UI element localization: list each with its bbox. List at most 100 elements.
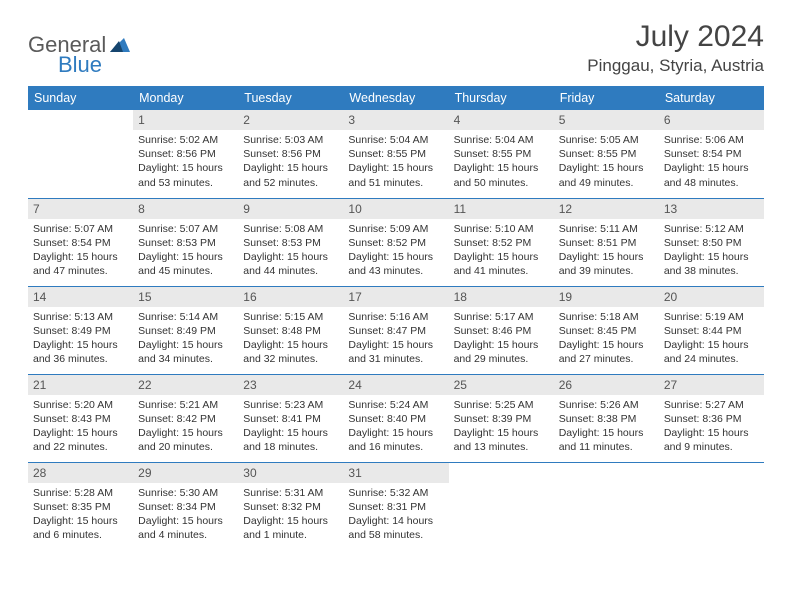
day-number: 21 <box>28 375 133 395</box>
day-data: Sunrise: 5:21 AMSunset: 8:42 PMDaylight:… <box>133 395 238 458</box>
sunrise-text: Sunrise: 5:07 AM <box>33 222 128 236</box>
sunset-text: Sunset: 8:31 PM <box>348 500 443 514</box>
daylight-text: Daylight: 15 hours and 45 minutes. <box>138 250 233 278</box>
daylight-text: Daylight: 15 hours and 48 minutes. <box>664 161 759 189</box>
day-number: 8 <box>133 199 238 219</box>
calendar-day-cell <box>659 462 764 550</box>
weekday-header: Tuesday <box>238 86 343 110</box>
sunset-text: Sunset: 8:54 PM <box>33 236 128 250</box>
header: General July 2024 Pinggau, Styria, Austr… <box>28 20 764 76</box>
day-data: Sunrise: 5:07 AMSunset: 8:53 PMDaylight:… <box>133 219 238 282</box>
day-data: Sunrise: 5:14 AMSunset: 8:49 PMDaylight:… <box>133 307 238 370</box>
daylight-text: Daylight: 15 hours and 34 minutes. <box>138 338 233 366</box>
day-number: 20 <box>659 287 764 307</box>
day-number: 15 <box>133 287 238 307</box>
day-data: Sunrise: 5:07 AMSunset: 8:54 PMDaylight:… <box>28 219 133 282</box>
sunset-text: Sunset: 8:49 PM <box>138 324 233 338</box>
day-number: 14 <box>28 287 133 307</box>
calendar-day-cell: 25Sunrise: 5:25 AMSunset: 8:39 PMDayligh… <box>449 374 554 462</box>
sunset-text: Sunset: 8:48 PM <box>243 324 338 338</box>
calendar-day-cell: 9Sunrise: 5:08 AMSunset: 8:53 PMDaylight… <box>238 198 343 286</box>
sunset-text: Sunset: 8:39 PM <box>454 412 549 426</box>
weekday-header-row: Sunday Monday Tuesday Wednesday Thursday… <box>28 86 764 110</box>
calendar-page: General July 2024 Pinggau, Styria, Austr… <box>0 0 792 570</box>
sunrise-text: Sunrise: 5:32 AM <box>348 486 443 500</box>
calendar-day-cell: 17Sunrise: 5:16 AMSunset: 8:47 PMDayligh… <box>343 286 448 374</box>
day-number: 24 <box>343 375 448 395</box>
day-data: Sunrise: 5:06 AMSunset: 8:54 PMDaylight:… <box>659 130 764 193</box>
title-block: July 2024 Pinggau, Styria, Austria <box>587 20 764 76</box>
daylight-text: Daylight: 15 hours and 22 minutes. <box>33 426 128 454</box>
calendar-day-cell: 29 Sunrise: 5:30 AMSunset: 8:34 PMDayligh… <box>133 462 238 550</box>
day-data: Sunrise: 5:15 AMSunset: 8:48 PMDaylight:… <box>238 307 343 370</box>
sunrise-text: Sunrise: 5:03 AM <box>243 133 338 147</box>
daylight-text: Daylight: 15 hours and 52 minutes. <box>243 161 338 189</box>
sunset-text: Sunset: 8:51 PM <box>559 236 654 250</box>
day-number: 19 <box>554 287 659 307</box>
daylight-text: Daylight: 15 hours and 41 minutes. <box>454 250 549 278</box>
day-data: Sunrise: 5:08 AMSunset: 8:53 PMDaylight:… <box>238 219 343 282</box>
day-number: 22 <box>133 375 238 395</box>
sunset-text: Sunset: 8:52 PM <box>454 236 549 250</box>
day-data: Sunrise: 5:09 AMSunset: 8:52 PMDaylight:… <box>343 219 448 282</box>
daylight-text: Daylight: 15 hours and 29 minutes. <box>454 338 549 366</box>
day-data: Sunrise: 5:17 AMSunset: 8:46 PMDaylight:… <box>449 307 554 370</box>
daylight-text: Daylight: 15 hours and 49 minutes. <box>559 161 654 189</box>
sunrise-text: Sunrise: 5:19 AM <box>664 310 759 324</box>
sunset-text: Sunset: 8:38 PM <box>559 412 654 426</box>
day-data: Sunrise: 5:05 AMSunset: 8:55 PMDaylight:… <box>554 130 659 193</box>
sunset-text: Sunset: 8:43 PM <box>33 412 128 426</box>
weekday-header: Sunday <box>28 86 133 110</box>
sunrise-text: Sunrise: 5:09 AM <box>348 222 443 236</box>
calendar-day-cell: 16Sunrise: 5:15 AMSunset: 8:48 PMDayligh… <box>238 286 343 374</box>
sunrise-text: Sunrise: 5:04 AM <box>454 133 549 147</box>
daylight-text: Daylight: 15 hours and 36 minutes. <box>33 338 128 366</box>
daylight-text: Daylight: 15 hours and 20 minutes. <box>138 426 233 454</box>
calendar-day-cell: 19Sunrise: 5:18 AMSunset: 8:45 PMDayligh… <box>554 286 659 374</box>
calendar-day-cell: 3Sunrise: 5:04 AMSunset: 8:55 PMDaylight… <box>343 110 448 198</box>
calendar-day-cell <box>554 462 659 550</box>
daylight-text: Daylight: 15 hours and 39 minutes. <box>559 250 654 278</box>
day-number: 4 <box>449 110 554 130</box>
daylight-text: Daylight: 15 hours and 24 minutes. <box>664 338 759 366</box>
day-number: 29 <box>133 463 238 483</box>
sunrise-text: Sunrise: 5:02 AM <box>138 133 233 147</box>
calendar-day-cell: 21 Sunrise: 5:20 AMSunset: 8:43 PMDayligh… <box>28 374 133 462</box>
sunset-text: Sunset: 8:32 PM <box>243 500 338 514</box>
sunset-text: Sunset: 8:44 PM <box>664 324 759 338</box>
sunset-text: Sunset: 8:47 PM <box>348 324 443 338</box>
sunrise-text: Sunrise: 5:31 AM <box>243 486 338 500</box>
sunrise-text: Sunrise: 5:30 AM <box>138 486 233 500</box>
day-data: Sunrise: 5:13 AMSunset: 8:49 PMDaylight:… <box>28 307 133 370</box>
calendar-table: Sunday Monday Tuesday Wednesday Thursday… <box>28 86 764 550</box>
day-number: 12 <box>554 199 659 219</box>
sunrise-text: Sunrise: 5:10 AM <box>454 222 549 236</box>
calendar-day-cell: 13Sunrise: 5:12 AMSunset: 8:50 PMDayligh… <box>659 198 764 286</box>
weekday-header: Monday <box>133 86 238 110</box>
calendar-day-cell: 6Sunrise: 5:06 AMSunset: 8:54 PMDaylight… <box>659 110 764 198</box>
sunset-text: Sunset: 8:55 PM <box>348 147 443 161</box>
calendar-week-row: 7Sunrise: 5:07 AMSunset: 8:54 PMDaylight… <box>28 198 764 286</box>
sunrise-text: Sunrise: 5:25 AM <box>454 398 549 412</box>
calendar-day-cell: 2Sunrise: 5:03 AMSunset: 8:56 PMDaylight… <box>238 110 343 198</box>
sunset-text: Sunset: 8:34 PM <box>138 500 233 514</box>
day-data: Sunrise: 5:02 AMSunset: 8:56 PMDaylight:… <box>133 130 238 193</box>
calendar-week-row: 14Sunrise: 5:13 AMSunset: 8:49 PMDayligh… <box>28 286 764 374</box>
sunrise-text: Sunrise: 5:26 AM <box>559 398 654 412</box>
sunset-text: Sunset: 8:36 PM <box>664 412 759 426</box>
day-number: 30 <box>238 463 343 483</box>
sunrise-text: Sunrise: 5:20 AM <box>33 398 128 412</box>
sunrise-text: Sunrise: 5:06 AM <box>664 133 759 147</box>
logo-icon <box>108 38 130 57</box>
daylight-text: Daylight: 15 hours and 4 minutes. <box>138 514 233 542</box>
day-data: Sunrise: 5:25 AMSunset: 8:39 PMDaylight:… <box>449 395 554 458</box>
sunrise-text: Sunrise: 5:28 AM <box>33 486 128 500</box>
day-number: 3 <box>343 110 448 130</box>
weekday-header: Saturday <box>659 86 764 110</box>
day-data: Sunrise: 5:23 AMSunset: 8:41 PMDaylight:… <box>238 395 343 458</box>
weekday-header: Friday <box>554 86 659 110</box>
day-number: 1 <box>133 110 238 130</box>
sunset-text: Sunset: 8:55 PM <box>559 147 654 161</box>
sunset-text: Sunset: 8:35 PM <box>33 500 128 514</box>
calendar-day-cell: 24Sunrise: 5:24 AMSunset: 8:40 PMDayligh… <box>343 374 448 462</box>
